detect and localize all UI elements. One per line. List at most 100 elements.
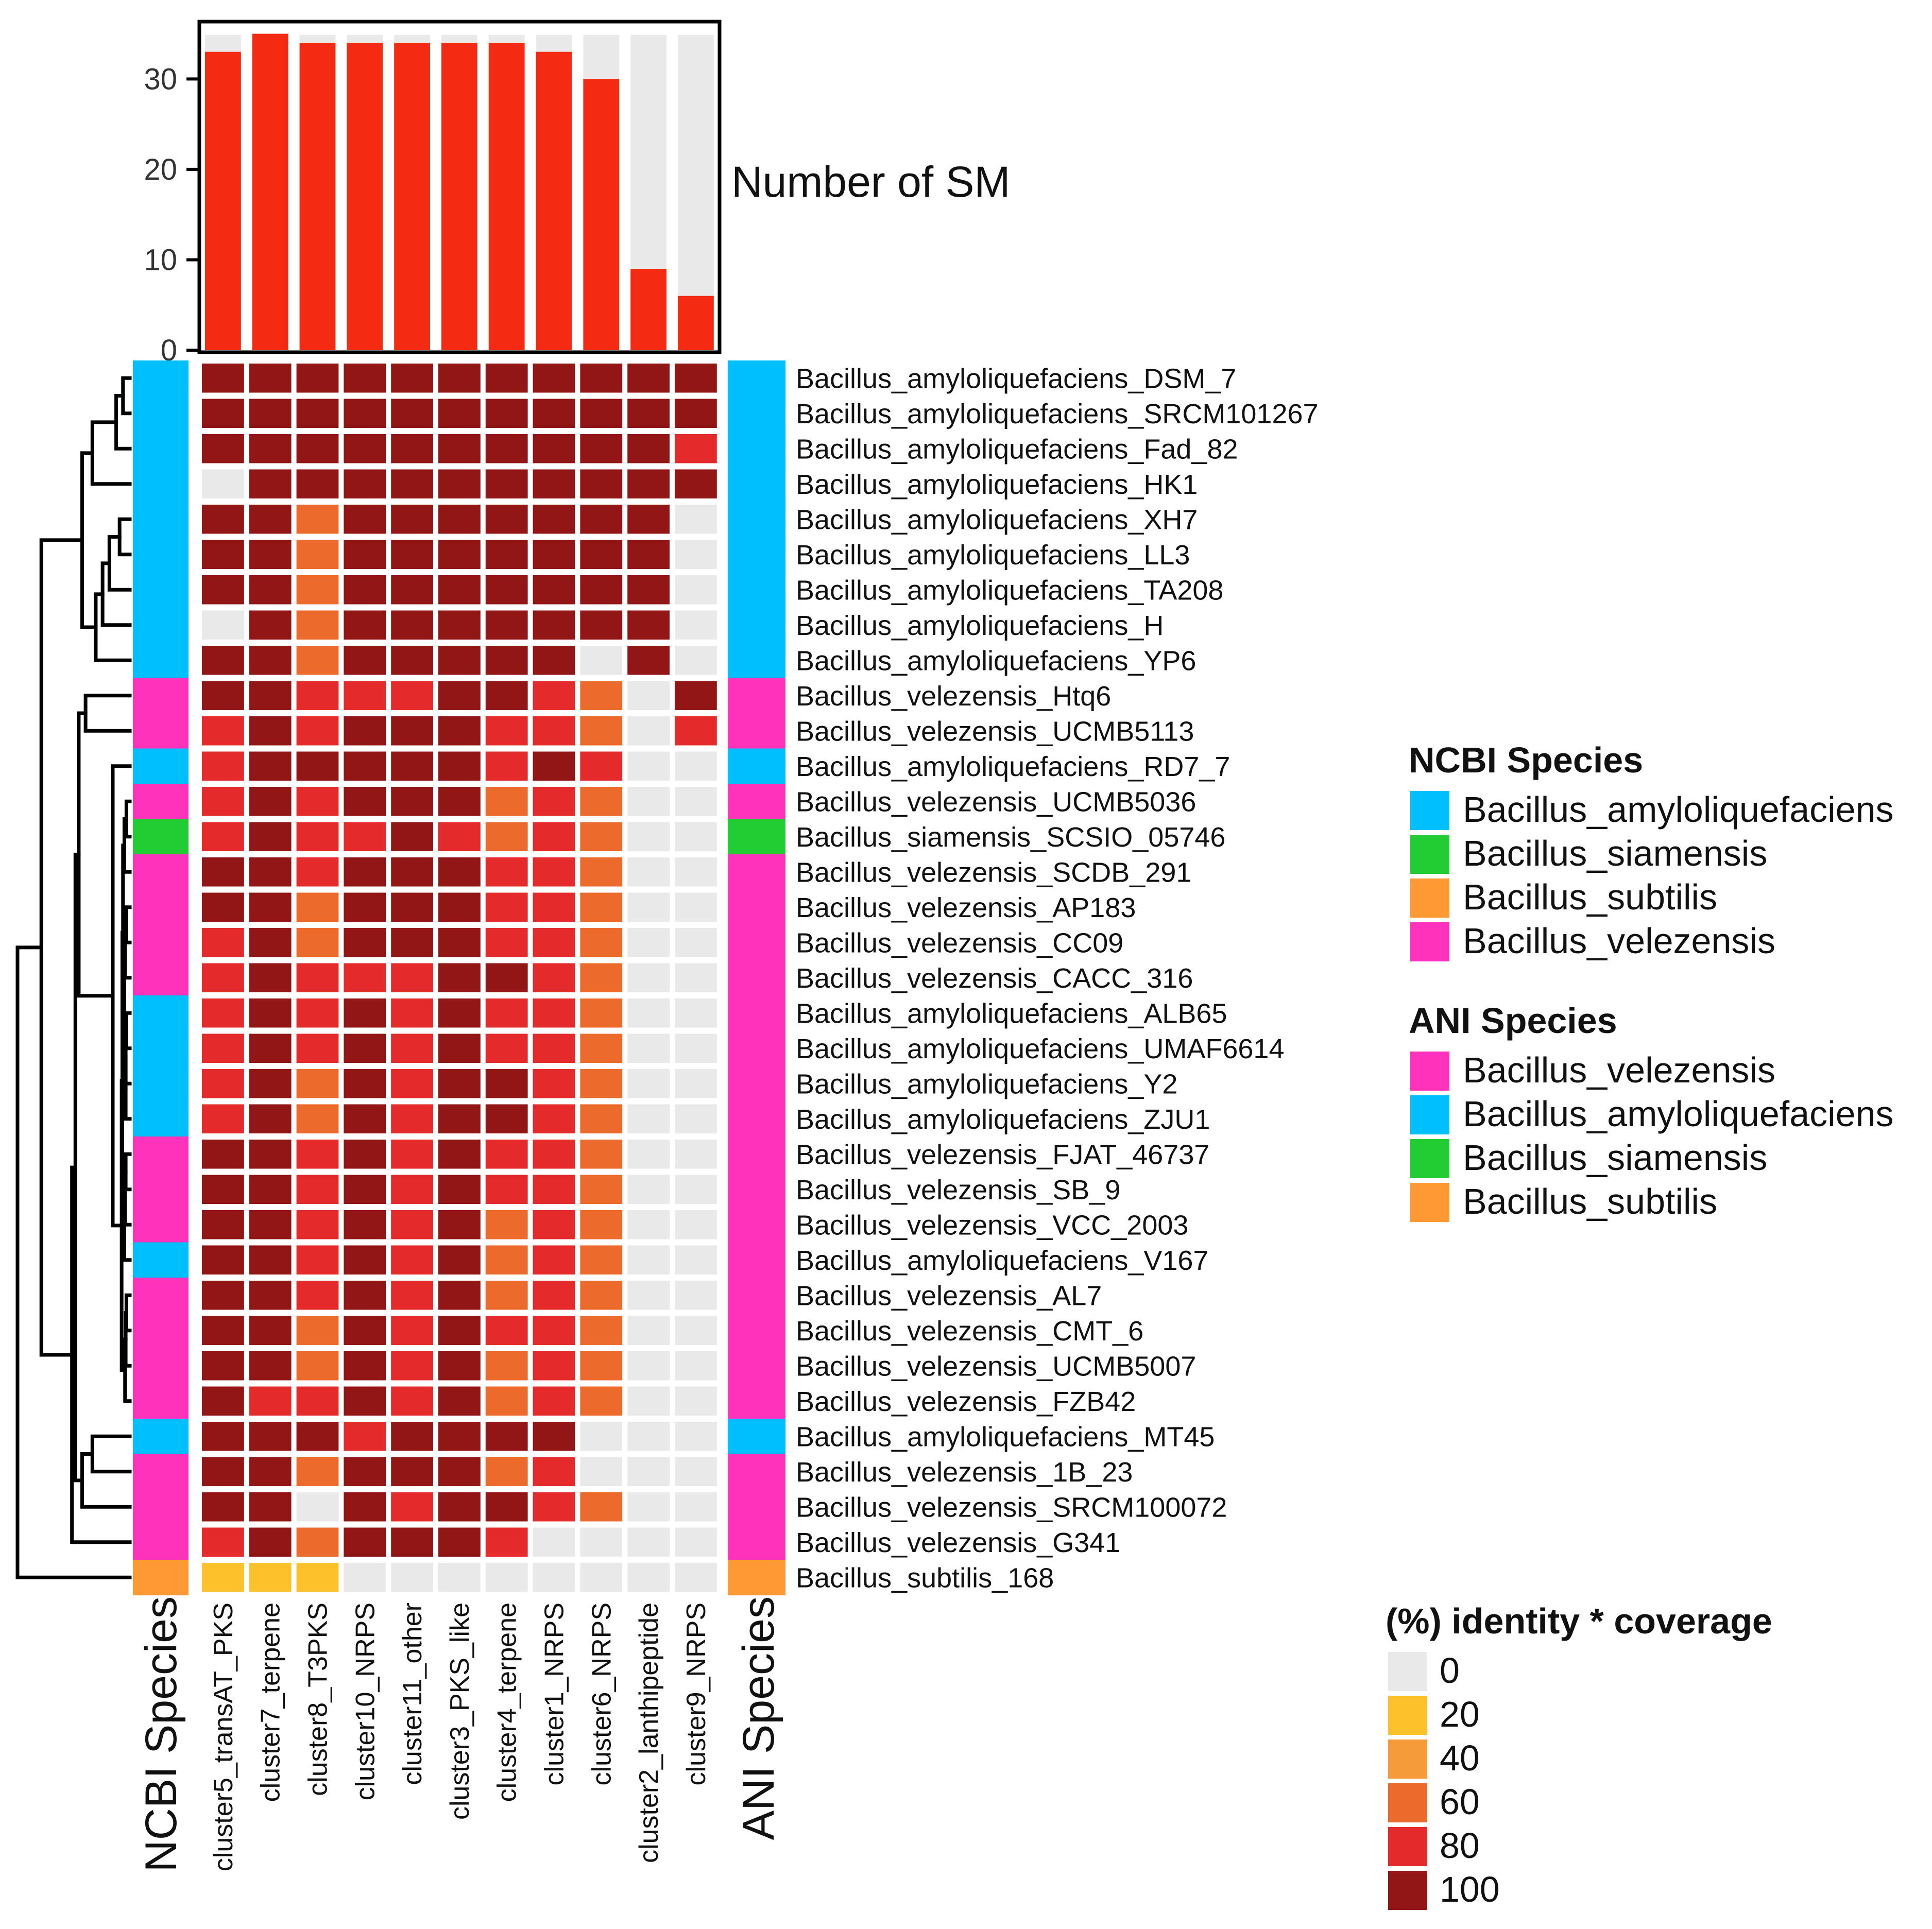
heatmap-cell: [580, 399, 623, 428]
ani-annotation-cell: [728, 1066, 785, 1102]
scale-swatch: [1388, 1827, 1427, 1866]
ani-annotation-cell: [728, 395, 785, 432]
column-label: cluster4_terpene: [492, 1603, 522, 1802]
heatmap-cell: [580, 787, 623, 816]
heatmap-cell: [533, 610, 575, 640]
heatmap-cell: [249, 575, 292, 605]
ani-annotation-cell: [728, 1172, 785, 1208]
heatmap-cell: [438, 505, 481, 534]
heatmap-cell: [296, 1527, 339, 1557]
heatmap-cell: [580, 1069, 623, 1098]
row-label: Bacillus_velezensis_AP183: [796, 892, 1136, 923]
heatmap-cell: [627, 822, 670, 851]
heatmap-cell: [249, 610, 292, 640]
heatmap-cell: [627, 575, 670, 605]
heatmap-cell: [438, 434, 481, 463]
heatmap-cell: [485, 751, 528, 781]
heatmap-cell: [533, 1210, 575, 1239]
row-label: Bacillus_amyloliquefaciens_V167: [796, 1245, 1208, 1276]
heatmap-cell: [249, 1245, 292, 1274]
column-label: cluster5_transAT_PKS: [209, 1603, 238, 1871]
column-label: cluster11_other: [398, 1603, 428, 1785]
row-label: Bacillus_amyloliquefaciens_ALB65: [796, 998, 1227, 1029]
row-label: Bacillus_amyloliquefaciens_Y2: [796, 1069, 1177, 1099]
row-label: Bacillus_amyloliquefaciens_Fad_82: [796, 434, 1238, 464]
legend-entry-label: Bacillus_amyloliquefaciens: [1463, 1094, 1894, 1134]
heatmap-cell: [580, 1386, 623, 1416]
heatmap-cell: [533, 1316, 575, 1345]
legend-title: NCBI Species: [1409, 740, 1643, 780]
heatmap-cell: [249, 646, 292, 675]
heatmap-cell: [344, 1386, 386, 1416]
heatmap-cell: [675, 1457, 717, 1486]
heatmap-cell: [485, 575, 528, 605]
heatmap-cell: [485, 1527, 528, 1557]
column-label: cluster9_NRPS: [681, 1603, 711, 1785]
legend-swatch: [1410, 1139, 1449, 1178]
heatmap-cell: [485, 1069, 528, 1098]
heatmap-cell: [627, 751, 670, 781]
heatmap-cell: [533, 822, 575, 851]
heatmap-cell: [296, 575, 339, 605]
row-label: Bacillus_amyloliquefaciens_SRCM101267: [796, 399, 1319, 429]
heatmap-cell: [202, 681, 244, 710]
heatmap-cell: [533, 681, 575, 710]
heatmap-cell: [344, 963, 386, 992]
scale-swatch: [1388, 1871, 1427, 1910]
ncbi-annotation-cell: [133, 1524, 189, 1560]
heatmap-cell: [344, 751, 386, 781]
heatmap-cell: [438, 1140, 481, 1169]
heatmap-cell: [627, 434, 670, 463]
heatmap-cell: [438, 928, 481, 957]
heatmap-cell: [580, 1210, 623, 1239]
heatmap-cell: [438, 1104, 481, 1133]
heatmap-cell: [485, 787, 528, 816]
heatmap-cell: [438, 963, 481, 992]
bar-cluster5_transAT_PKS: [205, 51, 241, 350]
heatmap-cell: [249, 963, 292, 992]
ncbi-annotation-cell: [133, 1207, 189, 1243]
ani-annotation-cell: [728, 713, 785, 749]
heatmap-cell: [580, 1527, 623, 1557]
ani-annotation-cell: [728, 1419, 785, 1455]
ncbi-species-axis-label: NCBI Species: [136, 1596, 186, 1872]
heatmap-cell: [249, 1069, 292, 1098]
heatmap-cell: [391, 928, 433, 957]
heatmap-cell: [485, 1492, 528, 1522]
row-label: Bacillus_amyloliquefaciens_MT45: [796, 1421, 1215, 1452]
ncbi-annotation-cell: [133, 1348, 189, 1384]
heatmap-cell: [202, 505, 244, 534]
legend-entry-label: Bacillus_velezensis: [1463, 1050, 1775, 1090]
ncbi-annotation-cell: [133, 1313, 189, 1349]
heatmap-cell: [533, 1457, 575, 1486]
row-labels: Bacillus_amyloliquefaciens_DSM_7 Bacillus…: [796, 363, 1319, 1593]
row-label: Bacillus_amyloliquefaciens_HK1: [796, 469, 1198, 500]
heatmap-cell: [391, 963, 433, 992]
heatmap-cell: [485, 1210, 528, 1239]
bars: [205, 33, 714, 351]
species-legends: NCBI Species Bacillus_amyloliquefaciensBa…: [1409, 740, 1894, 1222]
heatmap-cell: [580, 1492, 623, 1522]
heatmap-cell: [391, 575, 433, 605]
heatmap-cell: [580, 857, 623, 887]
y-tick-label: 30: [144, 62, 177, 96]
ncbi-annotation-cell: [133, 1489, 189, 1525]
scale-entry-label: 100: [1440, 1869, 1500, 1909]
heatmap-cell: [249, 1457, 292, 1486]
heatmap-cell: [533, 575, 575, 605]
heatmap-cell: [580, 998, 623, 1028]
heatmap-cell: [344, 716, 386, 746]
ncbi-annotation-cell: [133, 748, 189, 784]
heatmap-cell: [675, 857, 717, 887]
scale-entry-label: 0: [1440, 1650, 1460, 1691]
ncbi-annotation-cell: [133, 1560, 189, 1596]
heatmap-cell: [533, 963, 575, 992]
heatmap-cell: [675, 610, 717, 640]
heatmap-cell: [580, 1245, 623, 1274]
heatmap-cell: [391, 505, 433, 534]
heatmap-cell: [580, 1351, 623, 1381]
heatmap-cell: [438, 751, 481, 781]
heatmap-cell: [249, 822, 292, 851]
ani-annotation-cell: [728, 995, 785, 1031]
